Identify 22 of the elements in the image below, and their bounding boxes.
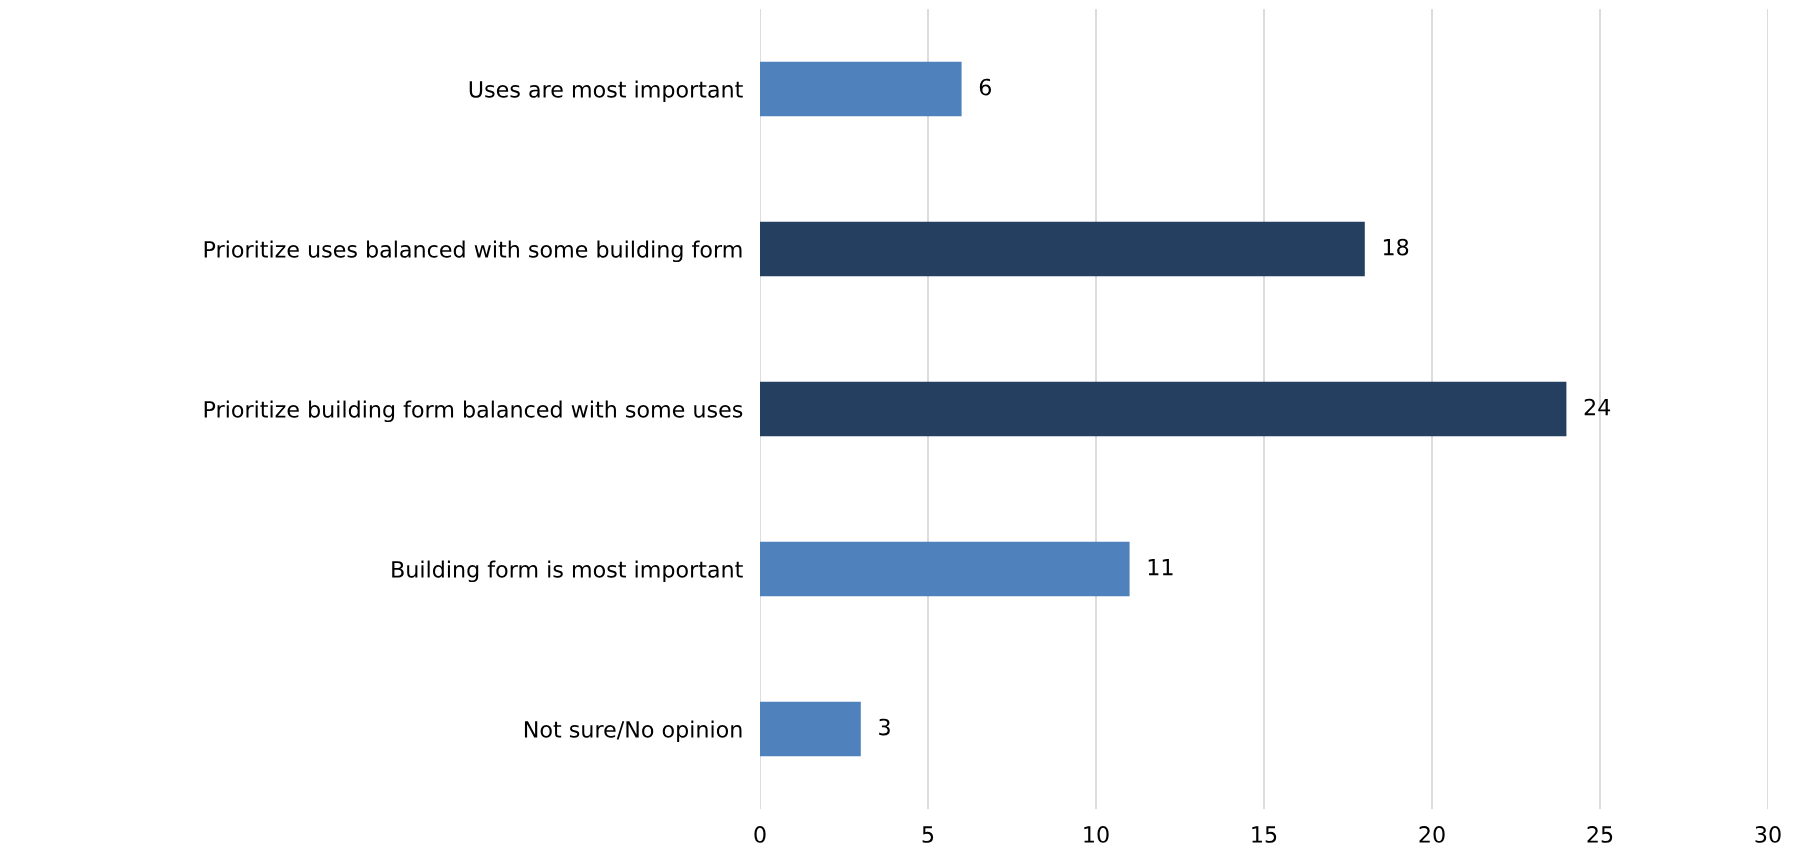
x-tick-label: 30	[1755, 826, 1781, 843]
x-tick-label: 25	[1587, 826, 1613, 843]
x-tick-label: 5	[922, 826, 934, 843]
bar	[760, 221, 1365, 277]
bar	[760, 541, 1130, 597]
y-tick-label: Prioritize building form balanced with some uses	[204, 400, 743, 423]
bar	[760, 381, 1567, 437]
y-tick-label: Prioritize uses balanced with some building form	[204, 240, 742, 263]
bar	[760, 701, 861, 757]
data-label: 6	[979, 78, 992, 96]
data-label: 3	[879, 718, 890, 736]
y-tick-label: Not sure/No opinion	[524, 720, 742, 743]
x-tick-label: 0	[754, 826, 766, 843]
data-label: 24	[1584, 398, 1611, 416]
bar	[760, 61, 962, 117]
data-label: 18	[1383, 238, 1409, 256]
x-tick-label: 20	[1419, 826, 1445, 843]
data-label: 11	[1148, 558, 1173, 576]
x-tick-label: 10	[1084, 826, 1109, 843]
y-tick-label: Building form is most important	[392, 560, 743, 583]
y-tick-label: Uses are most important	[469, 80, 743, 103]
x-tick-label: 15	[1252, 826, 1277, 843]
